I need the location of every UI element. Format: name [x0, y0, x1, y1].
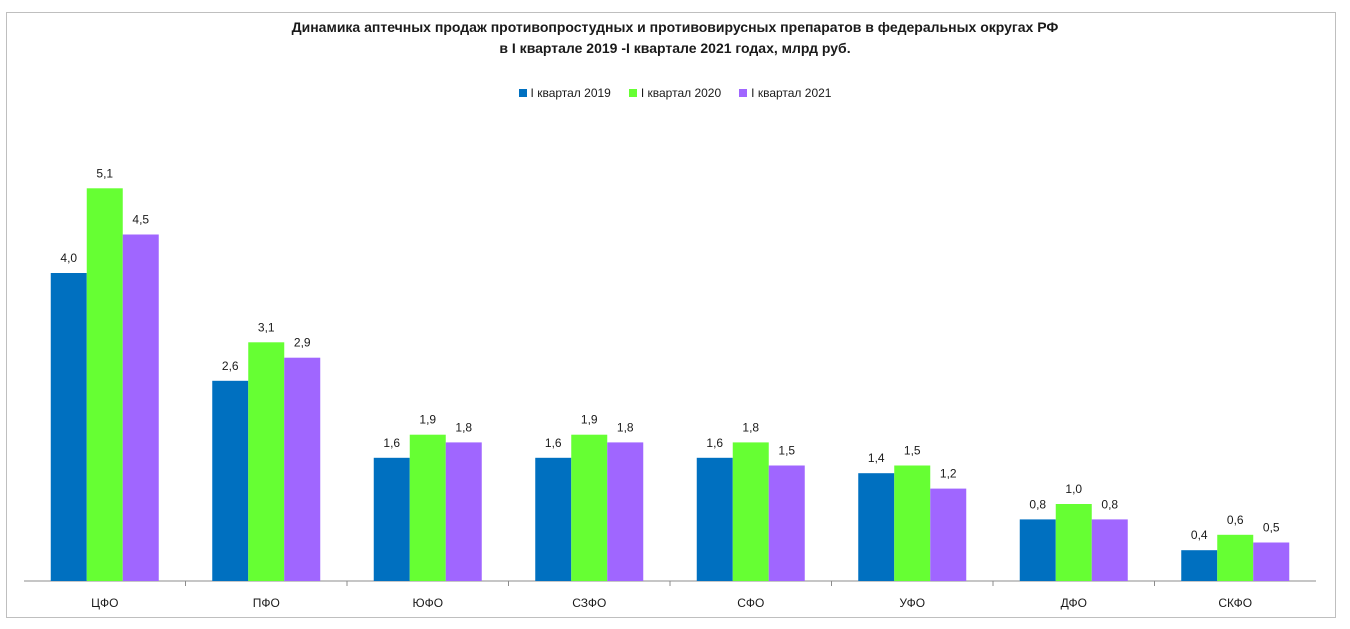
category-label: УФО: [899, 596, 925, 610]
data-label: 2,9: [294, 336, 311, 350]
bar-СКФО-1: [1217, 534, 1254, 581]
data-label: 3,1: [258, 320, 275, 334]
category-label: СЗФО: [572, 596, 606, 610]
data-label: 0,8: [1029, 497, 1046, 511]
data-label: 0,6: [1227, 513, 1244, 527]
legend-label-2020: I квартал 2020: [640, 86, 722, 100]
data-label: 0,4: [1191, 528, 1208, 542]
legend-swatch-2019: [518, 89, 527, 97]
bar-СФО-2: [768, 465, 805, 581]
bar-СКФО-2: [1253, 542, 1290, 581]
legend-label-2019: I квартал 2019: [530, 86, 611, 100]
data-label: 1,4: [868, 451, 885, 465]
bar-СКФО-0: [1181, 550, 1218, 581]
data-label: 0,5: [1263, 521, 1280, 535]
data-label: 1,0: [1065, 482, 1082, 496]
data-label: 1,8: [742, 420, 759, 434]
data-label: 1,6: [706, 436, 723, 450]
chart-title-line1: Динамика аптечных продаж противопростудн…: [291, 19, 1059, 35]
bar-УФО-2: [930, 488, 967, 581]
chart-title: Динамика аптечных продаж противопростудн…: [0, 17, 1350, 59]
bar-ЦФО-0: [50, 273, 87, 581]
category-label: ПФО: [253, 596, 280, 610]
data-label: 1,8: [617, 420, 634, 434]
legend-item-2019: I квартал 2019: [518, 86, 611, 100]
bar-ПФО-1: [248, 342, 285, 581]
bar-УФО-0: [858, 473, 895, 581]
data-label: 0,8: [1101, 497, 1118, 511]
data-label: 1,9: [419, 413, 436, 427]
legend-item-2021: I квартал 2021: [739, 86, 831, 100]
category-label: ДФО: [1061, 596, 1087, 610]
data-label: 5,1: [96, 166, 113, 180]
bar-СФО-0: [696, 457, 733, 581]
bar-ЮФО-2: [445, 442, 482, 581]
bar-СЗФО-2: [607, 442, 644, 581]
bar-СФО-1: [732, 442, 769, 581]
bar-ПФО-0: [212, 380, 249, 581]
data-label: 1,6: [545, 436, 562, 450]
bar-ЦФО-1: [86, 188, 123, 582]
data-label: 4,0: [60, 251, 77, 265]
bar-ДФО-0: [1019, 519, 1056, 581]
bar-ПФО-2: [284, 357, 321, 581]
data-label: 1,9: [581, 413, 598, 427]
category-label: СКФО: [1218, 596, 1252, 610]
bar-ДФО-1: [1055, 504, 1092, 581]
data-label: 1,6: [383, 436, 400, 450]
bar-СЗФО-0: [535, 457, 572, 581]
bar-ЦФО-2: [122, 234, 159, 581]
category-label: ЮФО: [412, 596, 443, 610]
legend-swatch-2020: [628, 89, 637, 97]
category-label: ЦФО: [91, 596, 118, 610]
data-label: 1,8: [455, 420, 472, 434]
data-label: 2,6: [222, 359, 239, 373]
bar-ЮФО-0: [373, 457, 410, 581]
data-label: 1,2: [940, 467, 957, 481]
data-label: 1,5: [778, 444, 795, 458]
data-label: 1,5: [904, 444, 921, 458]
legend-item-2020: I квартал 2020: [628, 86, 722, 100]
legend-swatch-2021: [739, 89, 748, 97]
bar-ЮФО-1: [409, 434, 446, 581]
bar-СЗФО-1: [571, 434, 608, 581]
bar-УФО-1: [894, 465, 931, 581]
data-label: 4,5: [132, 213, 149, 227]
chart-title-line2: в I квартале 2019 -I квартале 2021 годах…: [499, 40, 851, 56]
legend-label-2021: I квартал 2021: [751, 86, 832, 100]
chart-legend: I квартал 2019 I квартал 2020 I квартал …: [0, 86, 1350, 100]
category-label: СФО: [737, 596, 764, 610]
bar-ДФО-2: [1091, 519, 1128, 581]
